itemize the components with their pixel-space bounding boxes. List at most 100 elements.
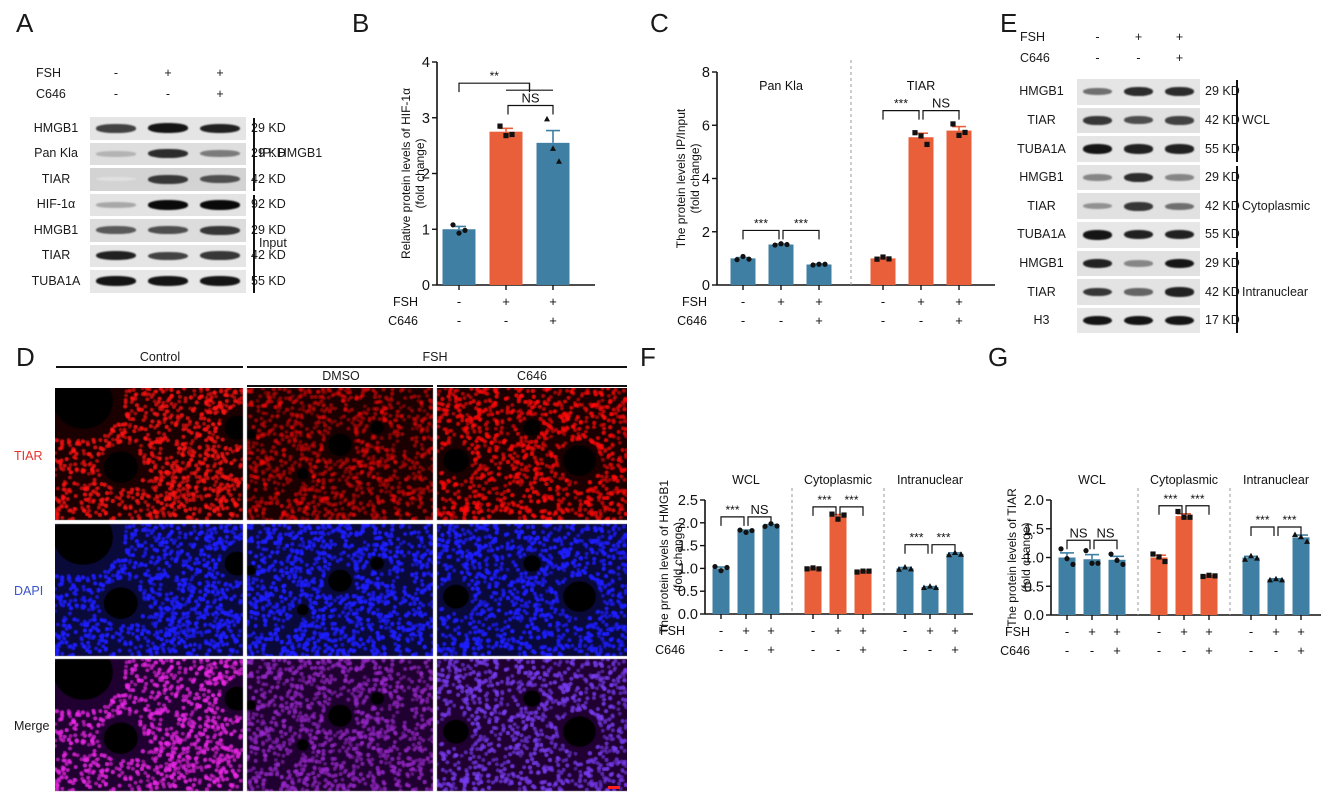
group-label: Cytoplasmic xyxy=(1242,198,1311,213)
treatment-sign: + xyxy=(1134,30,1143,44)
treatment-label: C646 xyxy=(677,314,707,328)
data-point xyxy=(740,253,746,260)
protein-label: Pan Kla xyxy=(34,146,78,161)
y-tick-label: 0.0 xyxy=(678,607,698,623)
bar xyxy=(762,525,780,614)
header-c646: C646 xyxy=(517,369,547,383)
treatment-sign: - xyxy=(719,623,723,638)
blot-strip xyxy=(1077,107,1200,134)
bar xyxy=(730,258,756,285)
significance-label: *** xyxy=(794,216,808,230)
data-point xyxy=(1187,514,1193,520)
treatment-sign: + xyxy=(1175,51,1184,65)
y-tick-label: 8 xyxy=(702,65,710,81)
molecular-weight: 55 KD xyxy=(251,273,286,288)
significance-bracket xyxy=(507,104,554,115)
bar xyxy=(442,229,476,285)
treatment-label: C646 xyxy=(388,314,418,328)
bar xyxy=(870,258,896,285)
group-title: Intranuclear xyxy=(1243,473,1309,487)
data-point xyxy=(544,115,550,122)
data-point xyxy=(854,569,860,575)
data-point xyxy=(1108,551,1114,557)
treatment-label: FSH xyxy=(36,66,61,80)
blot-strip xyxy=(1077,307,1200,334)
protein-label: TIAR xyxy=(1027,112,1056,127)
treatment-sign: - xyxy=(504,313,508,328)
protein-band xyxy=(96,276,136,287)
group-title: Cytoplasmic xyxy=(1150,473,1218,487)
treatment-sign: - xyxy=(881,313,885,328)
y-axis-label-line: (fold change) xyxy=(688,143,702,213)
protein-band xyxy=(1083,202,1112,210)
group-label: WCL xyxy=(1242,112,1270,127)
y-axis-label-line: Relative protein levels of HIF-1α xyxy=(399,88,413,259)
protein-label: TUBA1A xyxy=(31,273,81,288)
data-point xyxy=(1083,548,1089,554)
data-point xyxy=(1181,514,1187,520)
treatment-sign: + xyxy=(502,294,510,309)
treatment-sign: + xyxy=(951,642,959,657)
data-point xyxy=(829,511,835,517)
protein-band xyxy=(1083,88,1112,96)
panel-letter-e: E xyxy=(1000,8,1018,38)
significance-label: *** xyxy=(725,503,739,517)
group-title: TIAR xyxy=(907,79,935,93)
protein-label: H3 xyxy=(1033,313,1050,328)
data-point xyxy=(450,222,456,228)
protein-band xyxy=(1083,287,1112,297)
treatment-sign: + xyxy=(917,294,925,309)
data-point xyxy=(874,256,880,262)
protein-band xyxy=(1165,87,1194,97)
treatment-label: FSH xyxy=(1020,30,1045,44)
data-point xyxy=(816,261,822,267)
y-tick-label: 1.0 xyxy=(678,561,698,577)
treatment-sign: - xyxy=(1157,643,1161,658)
treatment-sign: + xyxy=(1297,624,1305,639)
data-point xyxy=(927,583,933,589)
treatment-sign: - xyxy=(1136,51,1141,65)
protein-label: HMGB1 xyxy=(33,120,79,135)
blot-strip xyxy=(90,168,246,191)
data-point xyxy=(958,551,964,557)
blot-strip xyxy=(90,244,246,267)
group-title: Cytoplasmic xyxy=(804,473,872,487)
y-tick-label: 0.0 xyxy=(1024,608,1044,624)
y-tick-label: 4 xyxy=(422,55,430,71)
protein-band xyxy=(148,276,188,287)
data-point xyxy=(1070,561,1076,567)
data-point xyxy=(866,568,872,574)
protein-band xyxy=(1165,174,1194,181)
blot-strip xyxy=(1077,79,1200,105)
blot-strip xyxy=(90,270,246,293)
treatment-sign: - xyxy=(836,642,840,657)
header-fsh: FSH xyxy=(422,350,448,364)
significance-label: NS xyxy=(1096,525,1114,540)
bar xyxy=(804,568,822,614)
protein-label: TIAR xyxy=(1027,284,1056,299)
significance-bracket xyxy=(1158,505,1183,515)
group-label: Intranuclear xyxy=(1242,284,1309,299)
molecular-weight: 29 KD xyxy=(251,146,286,161)
treatment-sign: + xyxy=(742,623,750,638)
protein-label: TIAR xyxy=(41,248,71,263)
header-dmso-line xyxy=(247,385,433,387)
molecular-weight: 92 KD xyxy=(251,197,286,212)
blot-strip xyxy=(90,117,246,140)
group-bracket xyxy=(253,118,255,191)
data-point xyxy=(778,241,784,247)
data-point xyxy=(1242,556,1248,562)
data-point xyxy=(1200,573,1206,580)
significance-bracket xyxy=(922,110,960,120)
treatment-sign: + xyxy=(1205,643,1213,658)
treatment-sign: + xyxy=(1297,643,1305,658)
y-axis-label: Relative protein levels of HIF-1α(fold c… xyxy=(399,88,427,259)
group-title: WCL xyxy=(732,473,760,487)
header-control-line xyxy=(56,366,243,368)
y-tick-label: 1.5 xyxy=(1024,522,1044,538)
y-tick-label: 4 xyxy=(702,172,710,188)
protein-band xyxy=(96,151,136,157)
group-bracket xyxy=(253,194,255,293)
treatment-sign: - xyxy=(1065,624,1069,639)
protein-band xyxy=(1083,115,1112,125)
